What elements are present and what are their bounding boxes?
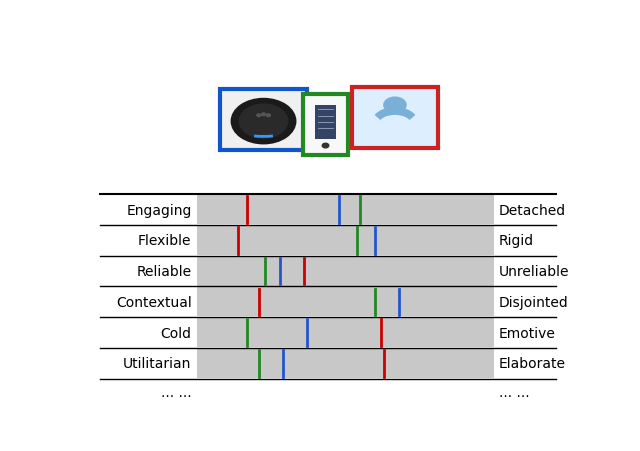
Text: Engaging: Engaging (126, 203, 191, 217)
FancyBboxPatch shape (315, 106, 337, 140)
Bar (196, 195, 494, 225)
FancyBboxPatch shape (303, 95, 348, 156)
FancyBboxPatch shape (220, 90, 307, 151)
Bar (196, 287, 494, 317)
Text: ... ...: ... ... (499, 386, 530, 400)
Circle shape (323, 144, 329, 148)
Bar (196, 226, 494, 255)
Bar (196, 348, 494, 378)
Circle shape (257, 115, 260, 117)
Text: Emotive: Emotive (499, 326, 556, 340)
Circle shape (231, 99, 296, 144)
Text: Rigid: Rigid (499, 234, 534, 248)
Text: Elaborate: Elaborate (499, 356, 566, 370)
Circle shape (239, 105, 288, 139)
Text: Contextual: Contextual (116, 295, 191, 309)
Text: ... ...: ... ... (161, 386, 191, 400)
Bar (196, 256, 494, 286)
Text: Flexible: Flexible (138, 234, 191, 248)
Text: Detached: Detached (499, 203, 566, 217)
Text: Unreliable: Unreliable (499, 264, 570, 278)
Circle shape (266, 115, 270, 117)
Text: Utilitarian: Utilitarian (124, 356, 191, 370)
FancyBboxPatch shape (309, 99, 342, 152)
Circle shape (262, 114, 266, 116)
Text: Disjointed: Disjointed (499, 295, 569, 309)
Bar (196, 318, 494, 347)
FancyBboxPatch shape (351, 88, 438, 149)
Circle shape (384, 98, 406, 114)
Text: Reliable: Reliable (136, 264, 191, 278)
Text: Cold: Cold (161, 326, 191, 340)
